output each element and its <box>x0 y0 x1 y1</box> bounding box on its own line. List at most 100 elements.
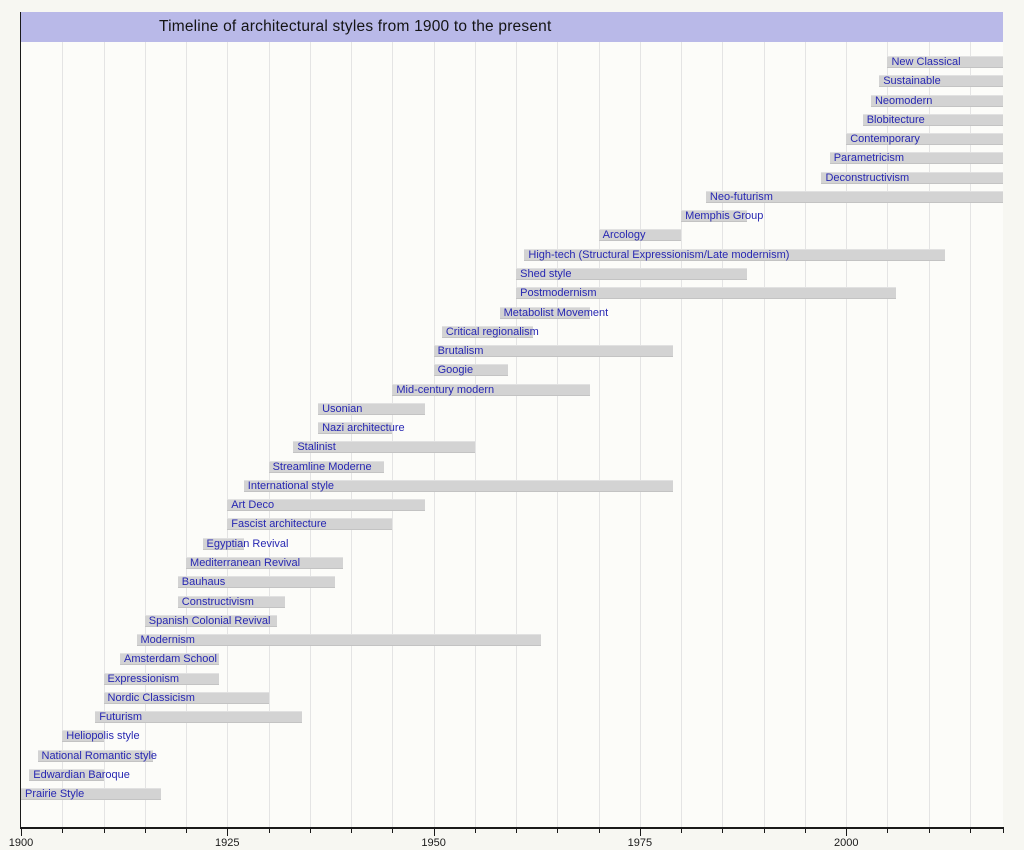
style-bar <box>524 248 946 261</box>
style-label[interactable]: Spanish Colonial Revival <box>148 614 271 627</box>
axis-tick-minor <box>1003 829 1004 833</box>
style-label[interactable]: Neo-futurism <box>709 190 773 203</box>
axis-tick-major <box>639 829 641 836</box>
style-bar <box>62 730 104 743</box>
style-label[interactable]: Egyptian Revival <box>206 537 289 550</box>
style-bar <box>177 595 286 608</box>
axis-tick-major <box>433 829 435 836</box>
style-label[interactable]: National Romantic style <box>41 749 158 762</box>
style-label[interactable]: Heliopolis style <box>66 730 140 743</box>
style-label[interactable]: Googie <box>437 364 474 377</box>
style-label[interactable]: Fascist architecture <box>231 518 327 531</box>
style-label[interactable]: Edwardian Baroque <box>33 768 130 781</box>
style-label[interactable]: Brutalism <box>437 345 484 358</box>
axis-tick-minor <box>351 829 353 833</box>
gridline-5yr <box>639 42 641 828</box>
gridline-5yr <box>433 42 435 828</box>
style-bar <box>243 479 673 492</box>
style-label[interactable]: Modernism <box>140 634 195 647</box>
style-bar <box>862 113 1003 126</box>
style-bar <box>29 768 104 781</box>
axis-tick-minor <box>62 829 64 833</box>
style-bar <box>887 56 1003 68</box>
style-label[interactable]: Constructivism <box>181 595 254 608</box>
style-bar <box>433 345 673 358</box>
style-label[interactable]: Mediterranean Revival <box>190 557 301 570</box>
gridline-5yr <box>144 42 146 828</box>
axis-tick-minor <box>763 829 765 833</box>
style-bar <box>829 152 1003 165</box>
style-label[interactable]: Postmodernism <box>520 287 597 300</box>
style-label[interactable]: Nazi architecture <box>322 422 405 435</box>
style-label[interactable]: Parametricism <box>833 152 904 165</box>
style-label[interactable]: Art Deco <box>231 499 275 512</box>
style-label[interactable]: Mid-century modern <box>396 383 495 396</box>
style-label[interactable]: Critical regionalism <box>445 325 539 338</box>
style-label[interactable]: Futurism <box>99 711 143 724</box>
style-label[interactable]: New Classical <box>891 56 961 68</box>
style-label[interactable]: International style <box>247 479 335 492</box>
style-bar <box>392 383 591 396</box>
style-label[interactable]: Neomodern <box>874 94 933 107</box>
gridline-5yr <box>887 42 889 828</box>
axis-tick-minor <box>474 829 476 833</box>
style-label[interactable]: Expressionism <box>107 672 180 685</box>
gridline-5yr <box>763 42 765 828</box>
style-bar <box>120 653 220 666</box>
axis-tick-minor <box>309 829 311 833</box>
gridline-5yr <box>474 42 476 828</box>
axis-tick-minor <box>186 829 188 833</box>
style-bar <box>870 94 1003 107</box>
style-bar <box>318 422 393 435</box>
style-bar <box>144 614 277 627</box>
style-bar <box>681 210 748 223</box>
axis-tick-minor <box>887 829 889 833</box>
style-bar <box>186 557 343 570</box>
axis-tick-label: 1950 <box>421 837 446 849</box>
style-label[interactable]: Deconstructivism <box>825 171 910 184</box>
axis-tick-minor <box>268 829 270 833</box>
style-label[interactable]: High-tech (Structural Expressionism/Late… <box>528 248 790 261</box>
style-label[interactable]: Streamline Moderne <box>272 460 372 473</box>
style-label[interactable]: Amsterdam School <box>124 653 217 666</box>
style-label[interactable]: Contemporary <box>850 133 920 146</box>
style-bar <box>705 190 1003 203</box>
style-label[interactable]: Usonian <box>322 402 363 415</box>
gridline-5yr <box>557 42 559 828</box>
axis-tick-label: 2000 <box>833 837 859 849</box>
style-bar <box>103 672 220 685</box>
style-bar <box>441 325 533 338</box>
style-label[interactable]: Sustainable <box>883 75 941 88</box>
style-bar <box>136 634 541 647</box>
axis-tick-minor <box>928 829 930 833</box>
axis-tick-minor <box>681 829 683 833</box>
style-label[interactable]: Prairie Style <box>25 788 85 801</box>
gridline-5yr <box>186 42 188 828</box>
style-label[interactable]: Bauhaus <box>181 576 226 589</box>
axis-tick-minor <box>804 829 806 833</box>
style-label[interactable]: Blobitecture <box>866 113 925 126</box>
style-label[interactable]: Metabolist Movement <box>503 306 609 319</box>
style-bar <box>516 287 896 300</box>
style-label[interactable]: Stalinist <box>297 441 336 454</box>
style-label[interactable]: Shed style <box>520 267 572 280</box>
gridline-5yr <box>846 42 848 828</box>
gridline-5yr <box>351 42 353 828</box>
axis-tick-minor <box>557 829 559 833</box>
style-bar <box>879 75 1003 88</box>
axis-tick-minor <box>598 829 600 833</box>
gridline-5yr <box>62 42 64 828</box>
axis-tick-minor <box>144 829 146 833</box>
style-label[interactable]: Nordic Classicism <box>107 691 195 704</box>
axis-tick-label: 1900 <box>8 837 34 849</box>
style-bar <box>268 460 385 473</box>
axis-tick-minor <box>969 829 971 833</box>
style-bar <box>227 499 426 512</box>
style-bar <box>821 171 1003 184</box>
gridline-5yr <box>103 42 105 828</box>
style-bar <box>499 306 591 319</box>
style-bar <box>227 518 393 531</box>
style-label[interactable]: Arcology <box>602 229 646 242</box>
style-label[interactable]: Memphis Group <box>685 210 764 223</box>
gridline-5yr <box>309 42 311 828</box>
